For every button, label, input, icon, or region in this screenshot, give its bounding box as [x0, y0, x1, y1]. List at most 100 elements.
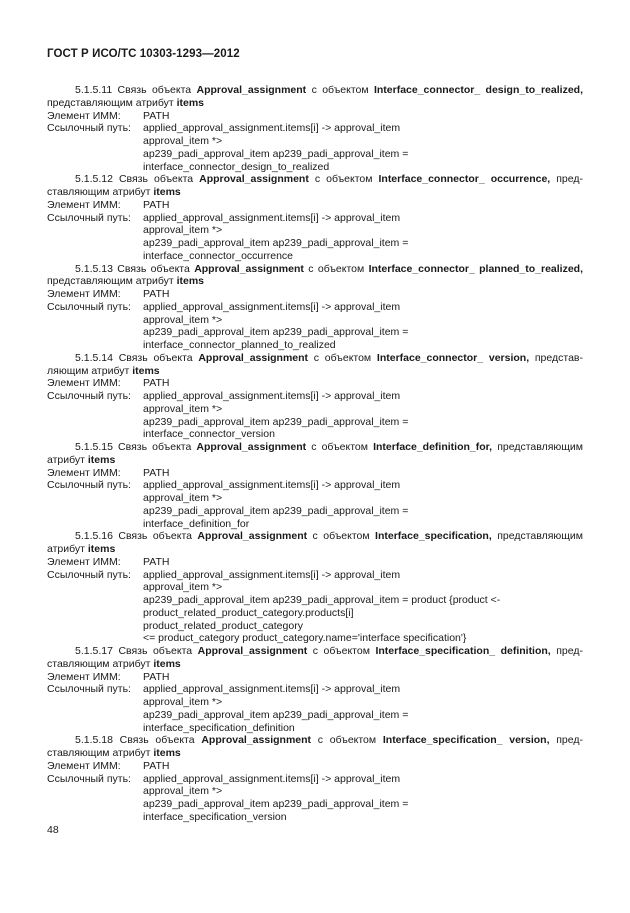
- path-line: ap239_padi_approval_item ap239_padi_appr…: [143, 147, 409, 160]
- heading-text: 5.1.5.13 Связь объекта: [75, 262, 195, 275]
- heading-bold-term: Interface_specification_ definition,: [375, 645, 551, 657]
- heading-text: атрибут: [47, 453, 88, 466]
- reference-path-label: Ссылочный путь:: [47, 568, 131, 581]
- imm-element-value: PATH: [143, 109, 170, 122]
- heading-text: с объектом: [311, 734, 383, 747]
- path-line: product_related_product_category: [143, 619, 303, 632]
- section-heading-line: 5.1.5.12 Связь объекта Approval_assignme…: [47, 173, 583, 186]
- path-line: ap239_padi_approval_item ap239_padi_appr…: [143, 415, 409, 428]
- path-line: approval_item *>: [143, 224, 223, 237]
- heading-bold-term: items: [132, 364, 160, 377]
- reference-path-label: Ссылочный путь:: [47, 122, 131, 135]
- heading-text: с объектом: [308, 351, 377, 364]
- heading-bold-term: items: [153, 186, 181, 198]
- section-heading-line: 5.1.5.14 Связь объекта Approval_assignme…: [47, 352, 583, 365]
- section-heading-line: представляющим атрибут items: [47, 97, 583, 110]
- imm-element-label: Элемент ИММ:: [47, 109, 121, 122]
- standard-section: 5.1.5.16 Связь объекта Approval_assignme…: [47, 530, 583, 645]
- imm-element-row: Элемент ИММ: PATH: [47, 760, 583, 773]
- standard-section: 5.1.5.17 Связь объекта Approval_assignme…: [47, 645, 583, 734]
- heading-text: 5.1.5.12 Связь объекта: [75, 173, 200, 186]
- heading-text: с объектом: [306, 84, 374, 96]
- heading-text: представляющим: [491, 530, 583, 543]
- standard-section: 5.1.5.11 Связь объекта Approval_assignme…: [47, 84, 583, 173]
- page-number: 48: [47, 824, 59, 836]
- heading-text: пред-: [549, 734, 583, 747]
- heading-bold-term: Interface_connector_ occurrence,: [378, 173, 551, 186]
- reference-path-row: Ссылочный путь: applied_approval_assignme…: [47, 122, 583, 173]
- imm-element-value: PATH: [143, 377, 170, 390]
- reference-path-lines: applied_approval_assignment.items[i] -> …: [143, 122, 583, 173]
- heading-text: с объектом: [307, 645, 376, 657]
- path-line: approval_item *>: [143, 492, 223, 504]
- heading-bold-term: Interface_connector_ planned_to_realized…: [368, 262, 583, 275]
- section-heading-line: ставляющим атрибут items: [47, 186, 583, 199]
- heading-text: 5.1.5.14 Связь объекта: [75, 351, 199, 364]
- section-heading-line: ставляющим атрибут items: [47, 658, 583, 671]
- path-line: applied_approval_assignment.items[i] -> …: [143, 300, 401, 313]
- heading-bold-term: Interface_connector_ version,: [376, 351, 530, 364]
- imm-element-value: PATH: [143, 466, 170, 479]
- heading-bold-term: Approval_assignment: [196, 441, 307, 453]
- path-line: applied_approval_assignment.items[i] -> …: [143, 390, 401, 402]
- path-line: ap239_padi_approval_item ap239_padi_appr…: [143, 237, 409, 249]
- heading-bold-term: Interface_specification_ version,: [382, 734, 550, 747]
- heading-text: представляющим: [492, 441, 583, 453]
- reference-path-row: Ссылочный путь: applied_approval_assignme…: [47, 390, 583, 441]
- section-heading-line: атрибут items: [47, 454, 583, 467]
- standard-section: 5.1.5.14 Связь объекта Approval_assignme…: [47, 352, 583, 441]
- path-line: interface_connector_occurrence: [143, 249, 294, 262]
- imm-element-row: Элемент ИММ: PATH: [47, 377, 583, 390]
- heading-text: представляющим атрибут: [47, 96, 177, 109]
- heading-bold-term: items: [153, 747, 181, 759]
- path-line: approval_item *>: [143, 785, 223, 798]
- reference-path-lines: applied_approval_assignment.items[i] -> …: [143, 390, 583, 441]
- reference-path-row: Ссылочный путь: applied_approval_assignme…: [47, 773, 583, 824]
- heading-text: с объектом: [306, 441, 374, 453]
- reference-path-row: Ссылочный путь: applied_approval_assignme…: [47, 301, 583, 352]
- section-heading-line: 5.1.5.15 Связь объекта Approval_assignme…: [47, 441, 583, 454]
- reference-path-lines: applied_approval_assignment.items[i] -> …: [143, 479, 583, 530]
- standard-section: 5.1.5.13 Связь объекта Approval_assignme…: [47, 263, 583, 352]
- heading-text: представ-: [529, 351, 583, 364]
- heading-text: ставляющим атрибут: [47, 186, 154, 198]
- heading-bold-term: Approval_assignment: [197, 530, 308, 543]
- path-line: <= product_category product_category.nam…: [143, 632, 467, 645]
- reference-path-row: Ссылочный путь: applied_approval_assignme…: [47, 683, 583, 734]
- path-line: interface_connector_planned_to_realized: [143, 339, 336, 351]
- imm-element-label: Элемент ИММ:: [47, 288, 121, 300]
- path-line: interface_specification_version: [143, 810, 287, 823]
- heading-bold-term: items: [87, 453, 116, 466]
- reference-path-lines: applied_approval_assignment.items[i] -> …: [143, 569, 583, 646]
- section-heading-line: 5.1.5.18 Связь объекта Approval_assignme…: [47, 734, 583, 747]
- heading-bold-term: Interface_definition_for,: [373, 441, 493, 453]
- path-line: applied_approval_assignment.items[i] -> …: [143, 479, 401, 492]
- path-line: ap239_padi_approval_item ap239_padi_appr…: [143, 326, 409, 339]
- imm-element-value: PATH: [143, 288, 170, 300]
- heading-text: 5.1.5.11 Связь объекта: [75, 84, 197, 96]
- section-heading-line: 5.1.5.17 Связь объекта Approval_assignme…: [47, 645, 583, 658]
- path-line: interface_definition_for: [143, 517, 250, 530]
- heading-bold-term: Interface_connector_ design_to_realized,: [373, 84, 583, 96]
- document-header: ГОСТ Р ИСО/ТС 10303-1293—2012: [47, 48, 240, 60]
- imm-element-label: Элемент ИММ:: [47, 198, 121, 211]
- path-line: approval_item *>: [143, 135, 223, 147]
- reference-path-lines: applied_approval_assignment.items[i] -> …: [143, 301, 583, 352]
- path-line: ap239_padi_approval_item ap239_padi_appr…: [143, 594, 501, 606]
- path-line: product_related_product_category.product…: [143, 606, 354, 619]
- path-line: applied_approval_assignment.items[i] -> …: [143, 211, 401, 224]
- imm-element-row: Элемент ИММ: PATH: [47, 110, 583, 123]
- section-heading-line: 5.1.5.13 Связь объекта Approval_assignme…: [47, 263, 583, 276]
- imm-element-row: Элемент ИММ: PATH: [47, 199, 583, 212]
- reference-path-row: Ссылочный путь: applied_approval_assignme…: [47, 479, 583, 530]
- path-line: applied_approval_assignment.items[i] -> …: [143, 568, 401, 581]
- heading-text: пред-: [550, 645, 583, 657]
- heading-text: ставляющим атрибут: [47, 657, 154, 670]
- reference-path-label: Ссылочный путь:: [47, 390, 131, 402]
- path-line: approval_item *>: [143, 313, 223, 326]
- section-heading-line: ставляющим атрибут items: [47, 747, 583, 760]
- section-heading-line: 5.1.5.11 Связь объекта Approval_assignme…: [47, 84, 583, 97]
- reference-path-lines: applied_approval_assignment.items[i] -> …: [143, 683, 583, 734]
- reference-path-row: Ссылочный путь: applied_approval_assignme…: [47, 212, 583, 263]
